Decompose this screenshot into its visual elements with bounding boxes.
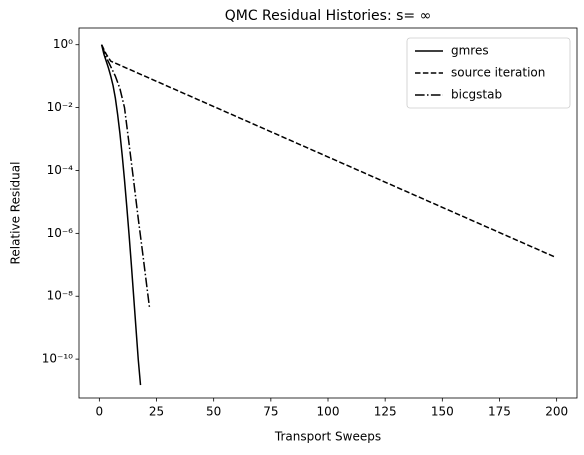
x-tick-label: 200 — [545, 405, 568, 419]
legend-label: bicgstab — [451, 88, 502, 102]
y-tick-label: 10⁻⁸ — [47, 289, 74, 303]
series-line — [100, 44, 151, 309]
x-tick-label: 50 — [206, 405, 221, 419]
y-axis-label: Relative Residual — [9, 162, 23, 265]
y-tick-label: 10⁻² — [47, 100, 74, 114]
x-tick-label: 150 — [431, 405, 454, 419]
legend-label: source iteration — [451, 66, 545, 80]
y-tick-label: 10⁻⁴ — [47, 163, 74, 177]
y-tick-label: 10⁰ — [53, 37, 73, 51]
x-tick-label: 175 — [488, 405, 511, 419]
x-tick-label: 0 — [96, 405, 104, 419]
legend-box — [406, 37, 571, 109]
y-tick-label: 10⁻⁶ — [47, 226, 74, 240]
x-tick-label: 75 — [263, 405, 278, 419]
chart-title: QMC Residual Histories: s= ∞ — [225, 8, 432, 24]
series-line — [100, 44, 142, 386]
y-tick-label: 10⁻¹⁰ — [42, 352, 73, 366]
x-tick-label: 100 — [317, 405, 340, 419]
x-tick-label: 25 — [149, 405, 164, 419]
x-tick-label: 125 — [374, 405, 397, 419]
x-axis-label: Transport Sweeps — [274, 430, 381, 444]
legend-label: gmres — [451, 44, 489, 58]
